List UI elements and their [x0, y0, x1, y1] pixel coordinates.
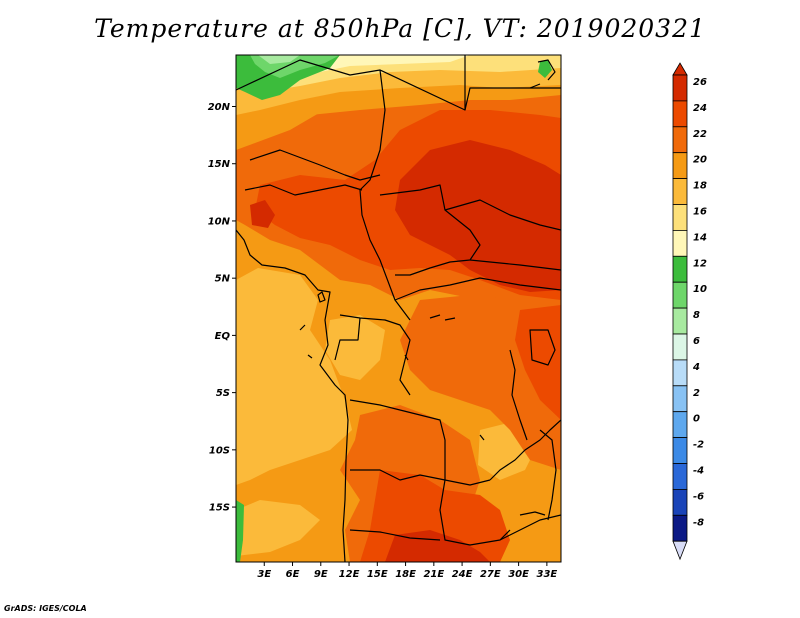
lon-tick-label: 18E: [395, 569, 416, 580]
temperature-band-18-south: [236, 500, 320, 556]
colorbar-swatch: [672, 255, 688, 283]
lat-tick-label: 5N: [215, 274, 231, 285]
lon-tick-label: 21E: [423, 569, 444, 580]
colorbar-level-label: 8: [693, 310, 700, 321]
map-frame: [235, 54, 562, 563]
colorbar-swatch: [672, 100, 688, 128]
colorbar-level-label: 24: [693, 103, 707, 114]
lat-tick-label: 15N: [208, 159, 231, 170]
lat-tick-label: 5S: [216, 388, 230, 399]
latitude-axis: 20N 15N 10N 5N EQ 5S 10S 15S: [208, 102, 236, 514]
temperature-band-12-southwest: [236, 500, 244, 562]
lon-tick-label: 15E: [367, 569, 388, 580]
lon-tick-label: 9E: [314, 569, 328, 580]
colorbar-swatch: [672, 178, 688, 205]
colorbar-level-label: 16: [693, 207, 707, 218]
colorbar-level-label: 22: [693, 129, 707, 140]
colorbar-swatch: [672, 411, 688, 439]
lat-tick-label: 15S: [209, 503, 230, 514]
lat-tick-label: EQ: [215, 331, 231, 342]
temperature-band-12-northeast: [538, 60, 552, 78]
colorbar-swatch: [672, 463, 688, 490]
colorbar-level-label: 4: [692, 362, 700, 373]
colorbar-level-label: -4: [693, 466, 704, 477]
colorbar-level-label: 0: [693, 414, 700, 425]
colorbar-swatch: [672, 229, 688, 257]
colorbar-level-label: -8: [693, 517, 704, 528]
temperature-band-18-west: [236, 268, 352, 485]
longitude-axis: 3E 6E 9E 12E 15E 18E 21E 24E 27E 30E 33E: [257, 562, 557, 580]
colorbar-swatch: [672, 152, 688, 179]
lat-tick-label: 10N: [208, 216, 231, 227]
colorbar-swatch: [672, 514, 688, 542]
colorbar-level-label: 20: [693, 155, 707, 166]
lon-tick-label: 24E: [452, 569, 473, 580]
colorbar-swatch: [672, 359, 688, 387]
colorbar-top-triangle: [672, 62, 688, 76]
temperature-band-14-sahara: [300, 55, 470, 72]
lat-tick-label: 20N: [208, 102, 231, 113]
colorbar-level-label: 18: [693, 181, 707, 192]
colorbar-swatch: [672, 333, 688, 361]
colorbar-swatch: [672, 385, 688, 413]
temperature-band-26-north: [395, 140, 561, 292]
grads-credit: GrADS: IGES/COLA: [4, 604, 87, 613]
lat-tick-label: 10S: [209, 445, 230, 456]
colorbar-swatch: [672, 281, 688, 309]
colorbar-swatch: [672, 437, 688, 464]
colorbar-swatch: [672, 204, 688, 231]
colorbar-swatch: [672, 307, 688, 335]
colorbar-level-label: 26: [693, 77, 707, 88]
temperature-band-18-congo: [325, 315, 385, 380]
temperature-band-8-northwest: [258, 55, 300, 64]
colorbar-level-label: -6: [693, 491, 704, 502]
lon-tick-label: 27E: [480, 569, 501, 580]
lon-tick-label: 33E: [536, 569, 557, 580]
colorbar-level-label: 6: [693, 336, 700, 347]
temperature-band-26-west: [250, 200, 275, 228]
colorbar-level-label: 14: [693, 232, 707, 243]
colorbar-level-label: 2: [693, 388, 700, 399]
lon-tick-label: 12E: [339, 569, 360, 580]
colorbar-level-label: 10: [693, 284, 707, 295]
colorbar-swatch: [672, 74, 688, 102]
lon-tick-label: 6E: [286, 569, 300, 580]
coastlines-and-borders: [236, 55, 561, 562]
colorbar-bottom-triangle: [672, 540, 688, 561]
colorbar-level-label: -2: [693, 440, 704, 451]
lon-tick-label: 3E: [257, 569, 271, 580]
lon-tick-label: 30E: [508, 569, 529, 580]
chart-title: Temperature at 850hPa [C], VT: 201902032…: [94, 14, 706, 43]
colorbar-level-label: 12: [693, 258, 707, 269]
colorbar-swatch: [672, 488, 688, 516]
colorbar-swatch: [672, 126, 688, 154]
